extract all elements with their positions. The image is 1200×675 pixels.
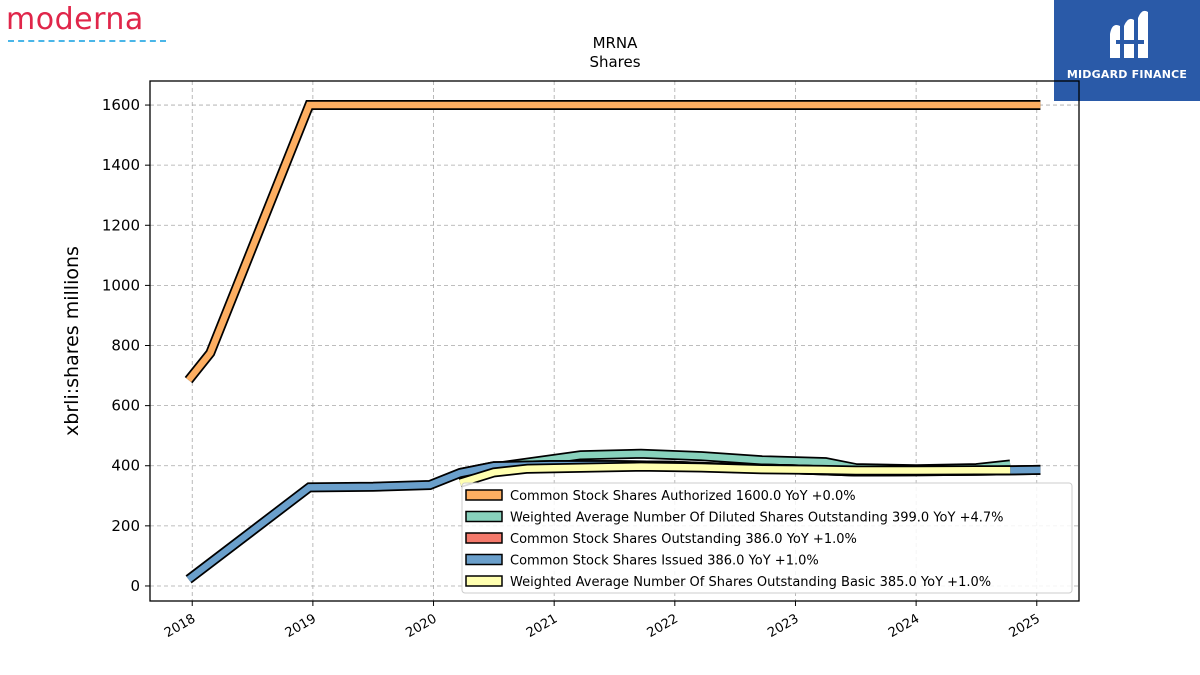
x-tick-label: 2018	[162, 611, 198, 641]
y-tick-label: 0	[130, 577, 140, 595]
x-tick-label: 2021	[524, 611, 560, 641]
x-tick-label: 2020	[403, 611, 439, 641]
legend-label: Common Stock Shares Outstanding 386.0 Yo…	[510, 532, 857, 547]
legend-label: Weighted Average Number Of Shares Outsta…	[510, 575, 991, 590]
y-tick-label: 1200	[102, 216, 140, 234]
moderna-logo-text: moderna	[6, 2, 144, 37]
moderna-logo: moderna	[6, 2, 176, 46]
series-layer	[184, 100, 1041, 584]
x-tick-label: 2019	[283, 611, 319, 641]
chart-subtitle: Shares	[589, 53, 640, 71]
x-tick-label: 2022	[645, 611, 681, 641]
series-line-outline	[184, 100, 1041, 384]
x-tick-label: 2025	[1007, 611, 1043, 641]
legend-box	[461, 482, 1073, 594]
y-axis-label: xbrli:shares millions	[61, 246, 83, 436]
x-tick-label: 2024	[886, 611, 922, 641]
legend-swatch	[465, 510, 503, 523]
legend-swatch	[465, 532, 503, 544]
legend-swatch	[465, 575, 503, 587]
chart-title: MRNA	[593, 34, 639, 52]
x-axis: 2018 2019 2020 2021 2022 2023 2024 2025	[162, 601, 1043, 641]
legend-label: Common Stock Shares Authorized 1600.0 Yo…	[510, 489, 856, 504]
legend: Common Stock Shares Authorized 1600.0 Yo…	[461, 482, 1073, 594]
legend-label: Common Stock Shares Issued 386.0 YoY +1.…	[510, 554, 819, 569]
y-axis: 0 200 400 600 800 1000 1200 1400 1600	[102, 96, 150, 595]
midgard-logo-icon	[1110, 10, 1148, 58]
midgard-finance-logo: MIDGARD FINANCE	[1054, 0, 1200, 101]
y-tick-label: 1000	[102, 276, 140, 294]
moderna-logo-rule	[8, 40, 166, 42]
y-tick-label: 600	[111, 397, 140, 415]
series-line-5	[459, 463, 1011, 487]
plot-frame	[149, 80, 1080, 602]
y-tick-label: 1600	[102, 96, 140, 114]
y-tick-label: 1400	[102, 156, 140, 174]
y-tick-label: 200	[111, 517, 140, 535]
legend-label: Weighted Average Number Of Diluted Share…	[510, 511, 1004, 526]
y-tick-label: 800	[111, 337, 140, 355]
series-line-1	[186, 101, 1041, 383]
y-tick-label: 400	[111, 457, 140, 475]
midgard-logo-text: MIDGARD FINANCE	[1066, 68, 1188, 81]
legend-swatch	[465, 489, 503, 501]
x-tick-label: 2023	[765, 611, 801, 641]
legend-swatch	[465, 553, 503, 566]
